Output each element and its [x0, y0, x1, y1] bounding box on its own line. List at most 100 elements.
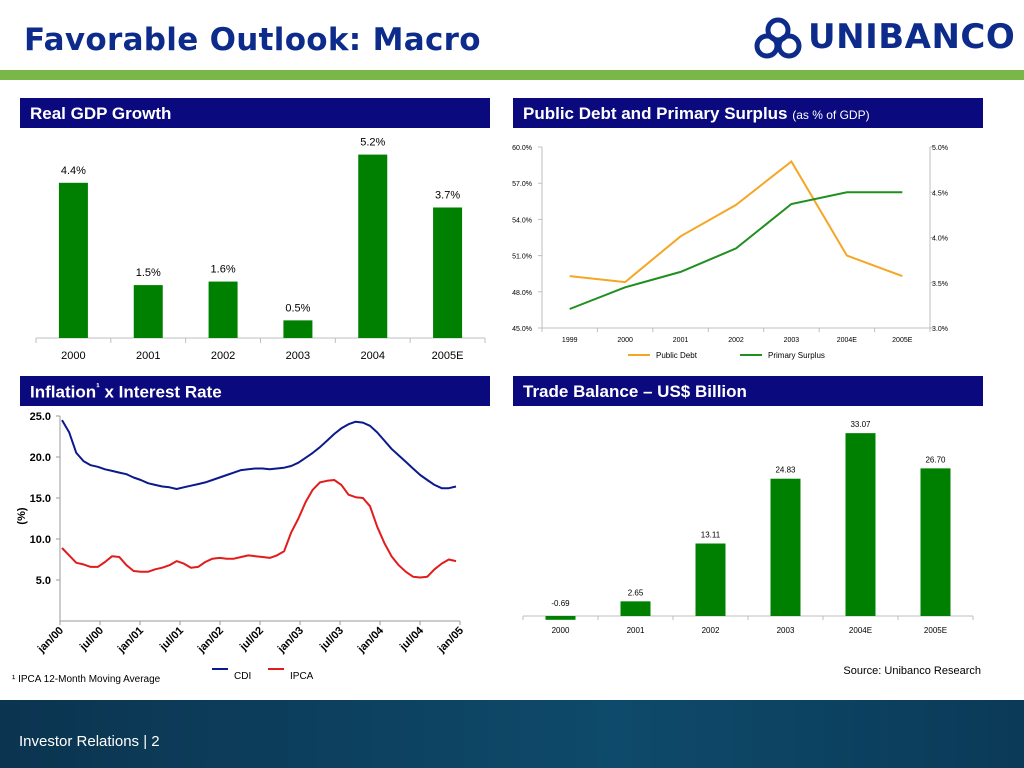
gdp-panel-header: Real GDP Growth: [20, 98, 490, 128]
inflation-panel-footnote-mark: ¹: [96, 382, 100, 394]
source-note: Source: Unibanco Research: [843, 665, 981, 677]
debt-right-tick-label: 4.0%: [932, 236, 948, 243]
debt-x-tick-label: 1999: [562, 337, 578, 344]
footer-bar: Investor Relations | 2: [0, 700, 1024, 768]
header-divider: [0, 70, 1024, 80]
debt-left-tick-label: 60.0%: [512, 145, 532, 152]
debt-legend-label: Public Debt: [656, 351, 698, 360]
trade-bar: [920, 468, 951, 616]
inflation-y-tick-label: 25.0: [30, 411, 51, 423]
trade-category-label: 2004E: [849, 626, 872, 635]
debt-left-tick-label: 51.0%: [512, 254, 532, 261]
trade-bar: [845, 433, 876, 616]
trade-bar-label: 24.83: [775, 466, 796, 475]
unibanco-emblem-icon: [754, 17, 802, 59]
inflation-x-tick-label: jan/01: [115, 625, 146, 656]
gdp-bar-label: 4.4%: [61, 165, 86, 177]
debt-x-tick-label: 2004E: [837, 337, 858, 344]
inflation-y-tick-label: 20.0: [30, 452, 51, 464]
trade-category-label: 2002: [702, 626, 720, 635]
gdp-panel-title: Real GDP Growth: [30, 104, 172, 123]
inflation-x-tick-label: jan/05: [435, 625, 466, 656]
gdp-bar: [283, 320, 313, 338]
public-debt-line-chart: 60.0% 57.0% 54.0% 51.0% 48.0% 45.0% 5.0% 4.5% 4.…: [512, 145, 948, 360]
gdp-bar-label: 1.5%: [136, 267, 161, 279]
inflation-y-tick-label: 5.0: [36, 575, 51, 587]
inflation-x-tick-label: jul/00: [77, 625, 106, 654]
inflation-y-tick-label: 10.0: [30, 534, 51, 546]
gdp-category-label: 2001: [136, 350, 160, 362]
debt-right-tick-label: 5.0%: [932, 145, 948, 152]
gdp-category-label: 2004: [361, 350, 385, 362]
inflation-x-tick-label: jan/02: [195, 625, 226, 656]
inflation-x-tick-label: jul/03: [317, 625, 346, 654]
gdp-category-label: 2003: [286, 350, 310, 362]
logo-text: UNIBANCO: [808, 17, 1016, 57]
trade-category-label: 2001: [627, 626, 645, 635]
gdp-category-label: 2000: [61, 350, 85, 362]
debt-left-tick-label: 57.0%: [512, 181, 532, 188]
inflation-y-axis-title: (%): [16, 507, 28, 524]
debt-right-tick-label: 3.5%: [932, 281, 948, 288]
debt-left-tick-label: 48.0%: [512, 290, 532, 297]
inflation-panel-title: Inflation: [30, 382, 97, 402]
debt-x-tick-label: 2005E: [892, 337, 913, 344]
trade-bar-label: 2.65: [628, 588, 644, 597]
gdp-bar-label: 3.7%: [435, 189, 460, 201]
trade-bar: [620, 601, 651, 616]
inflation-x-tick-label: jul/01: [157, 625, 186, 654]
trade-panel-title: Trade Balance – US$ Billion: [523, 382, 747, 401]
gdp-bar: [208, 281, 238, 338]
gdp-bar-label: 5.2%: [360, 137, 385, 149]
inflation-legend-label: CDI: [234, 671, 251, 682]
inflation-x-tick-label: jul/04: [397, 624, 427, 654]
gdp-bar-label: 0.5%: [285, 302, 310, 314]
gdp-bar: [358, 154, 388, 338]
trade-bar: [770, 478, 801, 616]
gdp-bar: [133, 285, 163, 338]
trade-bar-label: -0.69: [551, 599, 570, 608]
public-debt-line: [569, 160, 903, 284]
cdi-line: [61, 419, 457, 490]
trade-bar-label: 26.70: [925, 455, 946, 464]
trade-bar-label: 13.11: [701, 531, 721, 540]
primary-surplus-line: [569, 191, 903, 310]
trade-bar: [545, 616, 576, 620]
inflation-panel-header: Inflation¹ x Interest Rate: [20, 376, 490, 406]
page-title: Favorable Outlook: Macro: [24, 22, 481, 58]
gdp-bar: [433, 207, 463, 338]
debt-panel-title: Public Debt and Primary Surplus: [523, 104, 788, 123]
debt-x-tick-label: 2003: [784, 337, 800, 344]
gdp-category-label: 2005E: [432, 350, 464, 362]
trade-category-label: 2005E: [924, 626, 947, 635]
trade-bar-label: 33.07: [850, 420, 871, 429]
gdp-category-label: 2002: [211, 350, 235, 362]
debt-x-tick-label: 2001: [673, 337, 689, 344]
inflation-interest-line-chart: 25.0 20.0 15.0 10.0 5.0 (%) jan/00 jul/00 jan/01…: [16, 411, 466, 682]
inflation-legend-label: IPCA: [290, 671, 314, 682]
debt-left-tick-label: 45.0%: [512, 326, 532, 333]
gdp-bar-label: 1.6%: [211, 264, 236, 276]
debt-x-tick-label: 2002: [728, 337, 744, 344]
inflation-x-tick-label: jan/00: [35, 625, 66, 656]
trade-category-label: 2000: [552, 626, 570, 635]
footer-text: Investor Relations | 2: [19, 733, 160, 750]
debt-legend-label: Primary Surplus: [768, 351, 825, 360]
debt-x-tick-label: 2000: [617, 337, 633, 344]
debt-panel-header: Public Debt and Primary Surplus (as % of…: [513, 98, 983, 128]
trade-bar: [695, 543, 726, 616]
gdp-bar: [58, 182, 88, 338]
inflation-x-tick-label: jul/02: [237, 625, 266, 654]
gdp-bar-chart: 4.4% 2000 1.5% 2001 1.6% 2002 0.5% 2003 5.2% 2004…: [35, 137, 486, 362]
debt-left-tick-label: 54.0%: [512, 217, 532, 224]
ipca-line: [61, 479, 457, 579]
debt-panel-subtitle: (as % of GDP): [792, 108, 870, 122]
trade-panel-header: Trade Balance – US$ Billion: [513, 376, 983, 406]
trade-category-label: 2003: [777, 626, 795, 635]
debt-right-tick-label: 4.5%: [932, 190, 948, 197]
debt-right-tick-label: 3.0%: [932, 326, 948, 333]
inflation-y-tick-label: 15.0: [30, 493, 51, 505]
inflation-x-tick-label: jan/03: [275, 625, 306, 656]
inflation-panel-title-rest: x Interest Rate: [99, 382, 222, 402]
inflation-x-tick-label: jan/04: [355, 624, 387, 656]
